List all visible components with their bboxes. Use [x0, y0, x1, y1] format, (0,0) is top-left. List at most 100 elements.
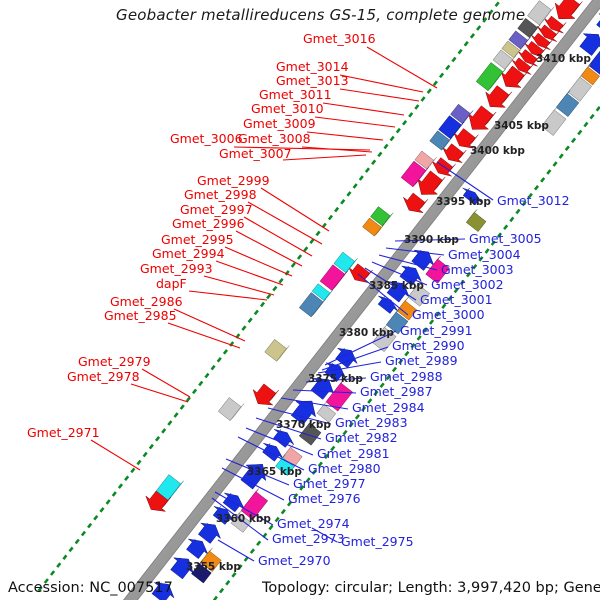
gene-label-forward[interactable]: Gmet_2979 [78, 354, 151, 369]
gene-arrow[interactable] [530, 32, 551, 51]
gene-block[interactable] [230, 512, 252, 533]
gene-arrow[interactable] [273, 429, 295, 448]
gene-label-forward[interactable]: Gmet_2994 [152, 246, 225, 261]
gene-block[interactable] [191, 563, 212, 584]
gene-label-reverse[interactable]: Gmet_3005 [469, 231, 542, 246]
gene-arrow[interactable] [240, 464, 267, 490]
gene-arrow[interactable] [198, 522, 222, 544]
gene-arrow[interactable] [579, 33, 600, 56]
gene-label-reverse[interactable]: Gmet_2991 [400, 323, 473, 338]
gene-label-reverse[interactable]: Gmet_3000 [412, 307, 485, 322]
gene-block[interactable] [508, 30, 528, 50]
gene-arrow[interactable] [468, 105, 494, 130]
gene-arrow[interactable] [524, 40, 545, 59]
gene-label-forward[interactable]: Gmet_2993 [140, 261, 213, 276]
gene-block[interactable] [385, 311, 409, 335]
gene-block[interactable] [319, 264, 346, 291]
gene-arrow[interactable] [431, 157, 453, 177]
gene-block[interactable] [527, 0, 552, 26]
gene-label-reverse[interactable]: Gmet_2988 [370, 369, 443, 384]
gene-label-forward[interactable]: Gmet_2998 [184, 187, 257, 202]
gene-arrow[interactable] [517, 49, 538, 67]
gene-arrow[interactable] [386, 281, 410, 303]
gene-block[interactable] [438, 115, 462, 140]
gene-arrow[interactable] [252, 383, 277, 406]
gene-label-forward[interactable]: Gmet_3013 [276, 73, 349, 88]
gene-label-forward[interactable]: Gmet_2986 [110, 294, 183, 309]
gene-arrow[interactable] [402, 192, 426, 213]
gene-label-reverse[interactable]: Gmet_2987 [360, 384, 433, 399]
gene-label-reverse[interactable]: Gmet_3001 [420, 292, 493, 307]
gene-block[interactable] [400, 160, 427, 188]
gene-label-forward[interactable]: Gmet_3014 [276, 59, 349, 74]
gene-block[interactable] [407, 283, 431, 307]
gene-block[interactable] [475, 62, 504, 92]
gene-label-reverse[interactable]: Gmet_2981 [317, 446, 390, 461]
gene-label-forward[interactable]: Gmet_2995 [161, 232, 234, 247]
gene-block[interactable] [450, 103, 471, 124]
gene-arrow[interactable] [417, 170, 443, 195]
gene-label-forward[interactable]: Gmet_3007 [219, 146, 292, 161]
gene-label-forward[interactable]: Gmet_3016 [303, 31, 376, 46]
gene-arrow[interactable] [377, 295, 399, 314]
gene-label-forward[interactable]: Gmet_3010 [251, 101, 324, 116]
gene-block[interactable] [298, 292, 324, 318]
gene-arrow[interactable] [186, 538, 209, 560]
gene-arrow[interactable] [453, 128, 476, 149]
gene-block[interactable] [501, 40, 520, 59]
backbone-band[interactable] [94, 0, 600, 600]
gene-arrow[interactable] [462, 187, 483, 206]
gene-label-reverse[interactable]: Gmet_2977 [293, 476, 366, 491]
gene-block[interactable] [425, 258, 450, 284]
gene-label-forward[interactable]: Gmet_3009 [243, 116, 316, 131]
gene-label-reverse[interactable]: Gmet_2973 [272, 531, 345, 546]
gene-label-reverse[interactable]: Gmet_3003 [441, 262, 514, 277]
gene-block[interactable] [555, 93, 580, 117]
gene-arrow[interactable] [399, 265, 422, 286]
gene-block[interactable] [396, 300, 418, 321]
gene-arrow[interactable] [212, 506, 234, 525]
gene-block[interactable] [429, 130, 450, 151]
gene-arrow[interactable] [596, 13, 600, 34]
gene-arrow[interactable] [500, 65, 525, 88]
gene-label-forward[interactable]: Gmet_3006 [170, 131, 243, 146]
gene-label-forward[interactable]: dapF [156, 276, 187, 291]
gene-label-reverse[interactable]: Gmet_2980 [308, 461, 381, 476]
gene-arrow[interactable] [485, 85, 510, 108]
gene-arrow[interactable] [442, 143, 464, 163]
gene-label-reverse[interactable]: Gmet_2982 [325, 430, 398, 445]
gene-block[interactable] [333, 251, 355, 274]
gene-block[interactable] [311, 283, 331, 301]
gene-block[interactable] [362, 217, 382, 237]
gene-labels-layer[interactable]: Gmet_3016Gmet_3014Gmet_3013Gmet_3011Gmet… [27, 31, 570, 568]
gene-label-forward[interactable]: Gmet_2999 [197, 173, 270, 188]
gene-block[interactable] [492, 49, 514, 70]
gene-block[interactable] [370, 206, 391, 227]
gene-block[interactable] [240, 491, 269, 521]
gene-arrow[interactable] [151, 582, 175, 600]
gene-label-forward[interactable]: Gmet_3011 [259, 87, 332, 102]
gene-block[interactable] [217, 397, 242, 421]
gene-label-reverse[interactable]: Gmet_3004 [448, 247, 521, 262]
gene-arrow[interactable] [170, 557, 194, 580]
gene-block[interactable] [541, 109, 567, 136]
gene-block[interactable] [567, 76, 593, 102]
gene-block[interactable] [414, 150, 434, 170]
gene-label-reverse[interactable]: Gmet_2974 [277, 516, 350, 531]
gene-block[interactable] [580, 66, 600, 86]
gene-arrow[interactable] [145, 490, 169, 512]
gene-arrow[interactable] [554, 0, 580, 20]
gene-label-forward[interactable]: Gmet_2971 [27, 425, 100, 440]
gene-label-forward[interactable]: Gmet_2978 [67, 369, 140, 384]
gene-block[interactable] [200, 550, 222, 572]
gene-label-reverse[interactable]: Gmet_2976 [288, 491, 361, 506]
gene-label-reverse[interactable]: Gmet_3002 [431, 277, 504, 292]
gene-arrow[interactable] [262, 442, 284, 462]
gene-features-layer[interactable] [138, 0, 600, 600]
gene-label-reverse[interactable]: Gmet_2984 [352, 400, 425, 415]
gene-arrow[interactable] [348, 263, 370, 283]
gene-arrow[interactable] [290, 400, 317, 426]
gene-label-reverse[interactable]: Gmet_2975 [341, 534, 414, 549]
gene-label-forward[interactable]: Gmet_3008 [238, 131, 311, 146]
gene-arrow[interactable] [536, 24, 557, 42]
